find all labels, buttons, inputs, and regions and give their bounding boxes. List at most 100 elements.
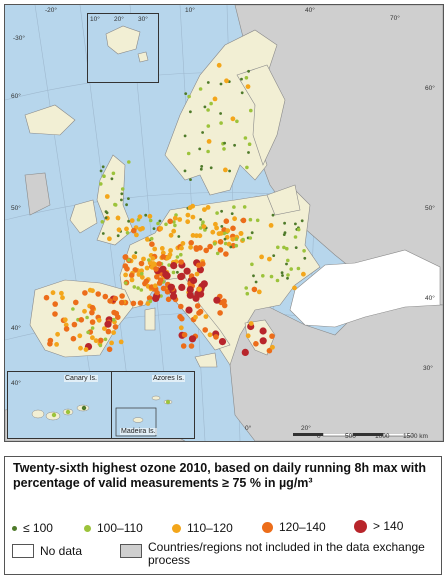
station-dot (206, 139, 212, 144)
map-frame: -20° -30° 10° 40° 70° 60° 50° 40° 60° 50… (4, 4, 444, 442)
station-dot (145, 237, 150, 242)
station-dot (118, 299, 125, 306)
station-dot (148, 299, 153, 304)
station-dot (217, 239, 224, 245)
station-dot (193, 314, 198, 320)
legend-dot (12, 525, 17, 531)
station-dot (223, 218, 230, 224)
station-dot (147, 258, 151, 262)
station-dot (252, 274, 255, 278)
station-dot (177, 313, 183, 320)
station-dot (112, 317, 116, 322)
station-dot (102, 326, 107, 331)
station-dot (186, 286, 194, 294)
station-dot (144, 265, 150, 271)
scale-tick: 500 (345, 433, 356, 440)
station-dot (188, 240, 194, 246)
station-dot (218, 231, 224, 236)
scale-tick: 1000 (375, 433, 390, 440)
station-dot (255, 218, 260, 223)
station-dot (240, 217, 247, 224)
station-dot (293, 235, 298, 239)
station-dot (230, 236, 236, 242)
legend-class-100-110: 100–110 (84, 521, 143, 535)
station-dot (194, 233, 199, 239)
station-dot (89, 319, 96, 325)
station-dot (101, 232, 105, 235)
station-dot (268, 223, 274, 228)
station-dot (303, 256, 307, 260)
legend-box: Twenty-sixth highest ozone 2010, based o… (4, 456, 442, 575)
station-dot (172, 220, 176, 224)
station-dot (213, 221, 218, 227)
station-dot (172, 215, 178, 221)
station-dot (134, 232, 139, 238)
station-dot (175, 255, 180, 259)
station-dot (71, 307, 75, 311)
station-dot (63, 322, 69, 328)
graticule-label: 10° (90, 16, 100, 23)
station-dot (247, 69, 251, 73)
station-dot (143, 278, 150, 285)
station-dot (152, 283, 158, 289)
station-dot (276, 245, 280, 250)
legend-class-label: ≤ 100 (23, 521, 53, 535)
station-dot (43, 294, 50, 301)
station-dot (244, 76, 249, 80)
station-dot (107, 236, 112, 242)
station-dot (301, 271, 306, 277)
station-dot (127, 219, 130, 223)
station-dot (132, 267, 138, 273)
station-dot (197, 290, 205, 298)
station-dot (275, 278, 280, 283)
station-dot (189, 110, 192, 114)
station-dot (52, 301, 58, 307)
station-dot (71, 321, 78, 328)
station-dot (165, 296, 172, 303)
station-dot (113, 203, 118, 207)
station-dot (201, 131, 205, 134)
station-dot (235, 119, 239, 124)
station-dot (241, 348, 249, 356)
station-dot (178, 303, 184, 310)
station-dot (104, 320, 112, 328)
station-dot (272, 254, 276, 257)
station-dot (178, 272, 186, 280)
legend-class-label: > 140 (373, 519, 404, 533)
station-dot (256, 289, 262, 295)
no-data-label: No data (40, 544, 83, 558)
station-dot (159, 265, 167, 273)
station-dot (240, 91, 244, 95)
station-dot (190, 276, 198, 285)
graticule-label: 40° (11, 325, 21, 332)
station-dot (137, 300, 144, 306)
station-dot (221, 298, 227, 305)
station-dot (282, 245, 286, 250)
station-dot (170, 292, 178, 300)
station-dot (220, 225, 224, 228)
station-dot (185, 219, 191, 225)
station-dot (248, 236, 253, 240)
station-dot (194, 271, 200, 277)
station-dot (281, 274, 284, 277)
station-dot (286, 276, 289, 280)
station-dot (296, 266, 301, 271)
station-dot (223, 251, 229, 257)
station-dot (286, 258, 290, 263)
station-dot (203, 314, 209, 319)
legend-class-gt140: > 140 (354, 519, 403, 533)
station-dot (283, 221, 286, 225)
station-dot (89, 309, 95, 316)
station-dot (156, 221, 160, 226)
station-dot (99, 169, 103, 173)
station-dot (179, 252, 183, 257)
station-dot (224, 78, 229, 84)
station-dot (202, 207, 207, 213)
station-dot (168, 248, 174, 253)
station-dot (250, 262, 254, 267)
station-dot (129, 277, 135, 283)
station-dot (122, 263, 129, 269)
station-dot (269, 333, 275, 340)
station-dot (286, 273, 290, 277)
station-dot (110, 177, 114, 181)
